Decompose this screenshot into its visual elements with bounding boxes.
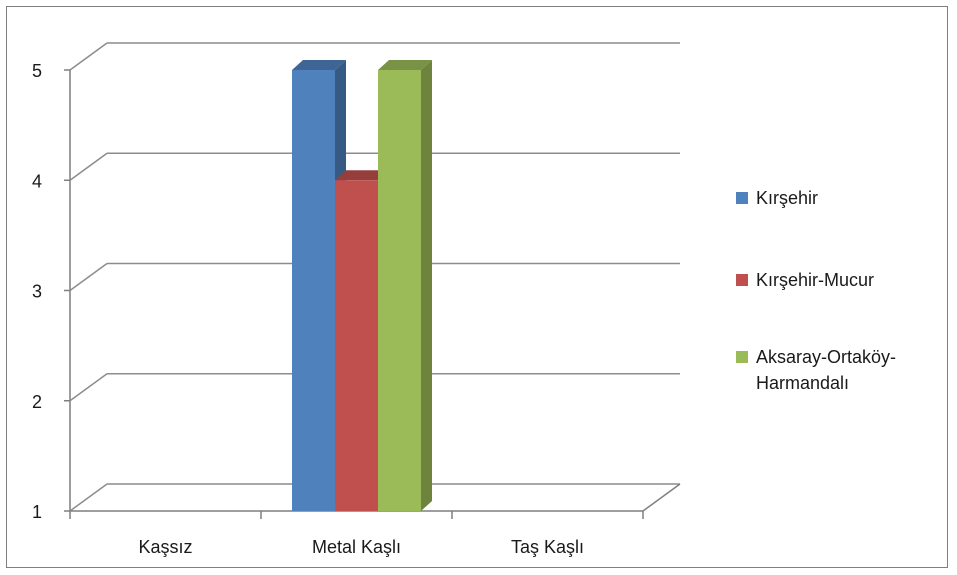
gridline-depth-3 bbox=[69, 262, 108, 292]
y-tick-label-5: 5 bbox=[32, 61, 42, 81]
chart-frame bbox=[6, 6, 948, 568]
legend-swatch-aksaray bbox=[736, 351, 748, 363]
bar-top-2-2 bbox=[335, 170, 389, 181]
gridline-depth-2 bbox=[69, 373, 108, 402]
gridline-depth-1 bbox=[69, 483, 108, 512]
y-tick-label-3: 3 bbox=[32, 282, 42, 302]
y-tick-label-4: 4 bbox=[32, 171, 42, 191]
legend-label-aksaray: Aksaray-Ortaköy-Harmandalı bbox=[756, 347, 897, 393]
y-tick-label-2: 2 bbox=[32, 392, 42, 412]
bar-1-2 bbox=[292, 70, 335, 511]
x-tick-label-2: Metal Kaşlı bbox=[312, 537, 401, 557]
x-tick-label-3: Taş Kaşlı bbox=[511, 537, 584, 557]
floor-right-edge bbox=[642, 483, 681, 512]
gridline-depth-5 bbox=[69, 42, 108, 71]
legend-label-kirsehir-mucur: Kırşehir-Mucur bbox=[756, 270, 875, 290]
y-tick-label-1: 1 bbox=[32, 502, 42, 522]
bar-top-1-2 bbox=[292, 60, 346, 70]
gridline-depth-4 bbox=[69, 152, 108, 181]
legend-label-kirsehir: Kırşehir bbox=[756, 188, 819, 208]
legend-swatch-kirsehir bbox=[736, 192, 748, 204]
x-tick-label-1: Kaşsız bbox=[138, 537, 192, 557]
bar-2-2 bbox=[335, 180, 378, 511]
bar-side-3-2 bbox=[421, 60, 432, 511]
bar-top-3-2 bbox=[378, 60, 432, 70]
bar-3-2 bbox=[378, 70, 421, 511]
legend-swatch-kirsehir-mucur bbox=[736, 274, 748, 286]
